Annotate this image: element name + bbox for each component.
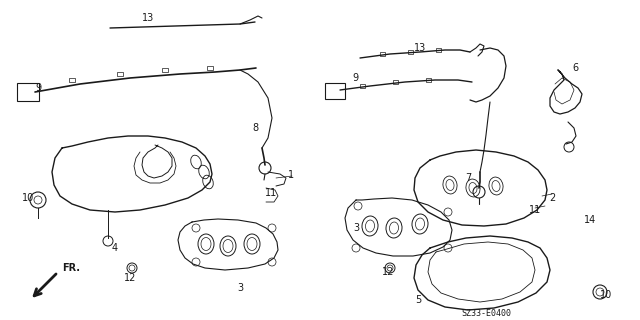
Text: 11: 11: [265, 188, 277, 198]
Bar: [162, 68, 168, 72]
Bar: [380, 52, 385, 56]
Text: 12: 12: [124, 273, 136, 283]
Text: 14: 14: [584, 215, 596, 225]
Text: SZ33-E0400: SZ33-E0400: [461, 309, 511, 318]
Text: 4: 4: [112, 243, 118, 253]
Text: 10: 10: [600, 290, 612, 300]
Text: 2: 2: [549, 193, 555, 203]
Bar: [436, 48, 441, 52]
Text: 10: 10: [22, 193, 34, 203]
Text: 5: 5: [415, 295, 421, 305]
Text: FR.: FR.: [62, 263, 80, 273]
Text: 3: 3: [353, 223, 359, 233]
Bar: [69, 78, 75, 82]
Bar: [360, 84, 365, 88]
Text: 8: 8: [252, 123, 258, 133]
Bar: [207, 66, 213, 70]
Text: 7: 7: [465, 173, 471, 183]
Bar: [117, 72, 123, 76]
Text: 3: 3: [237, 283, 243, 293]
Text: 13: 13: [142, 13, 154, 23]
Text: 13: 13: [414, 43, 426, 53]
Text: 11: 11: [529, 205, 541, 215]
Bar: [426, 78, 431, 82]
Text: 9: 9: [352, 73, 358, 83]
Text: 1: 1: [288, 170, 294, 180]
Text: 6: 6: [572, 63, 578, 73]
Text: 12: 12: [382, 267, 394, 277]
FancyBboxPatch shape: [325, 83, 345, 99]
Bar: [393, 80, 398, 84]
Text: 9: 9: [35, 83, 41, 93]
FancyBboxPatch shape: [17, 83, 39, 101]
Bar: [408, 50, 413, 54]
